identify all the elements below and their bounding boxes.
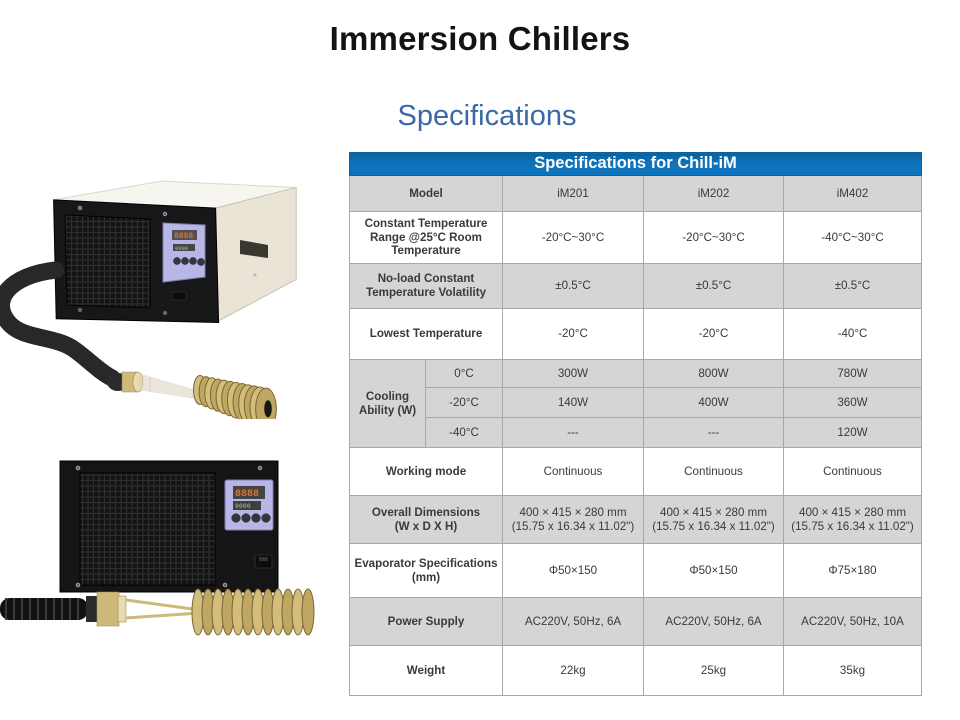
- svg-text:8888: 8888: [235, 489, 259, 500]
- svg-text:0000: 0000: [235, 503, 251, 510]
- svg-text:0000: 0000: [175, 245, 188, 252]
- svg-text:8888: 8888: [174, 232, 193, 241]
